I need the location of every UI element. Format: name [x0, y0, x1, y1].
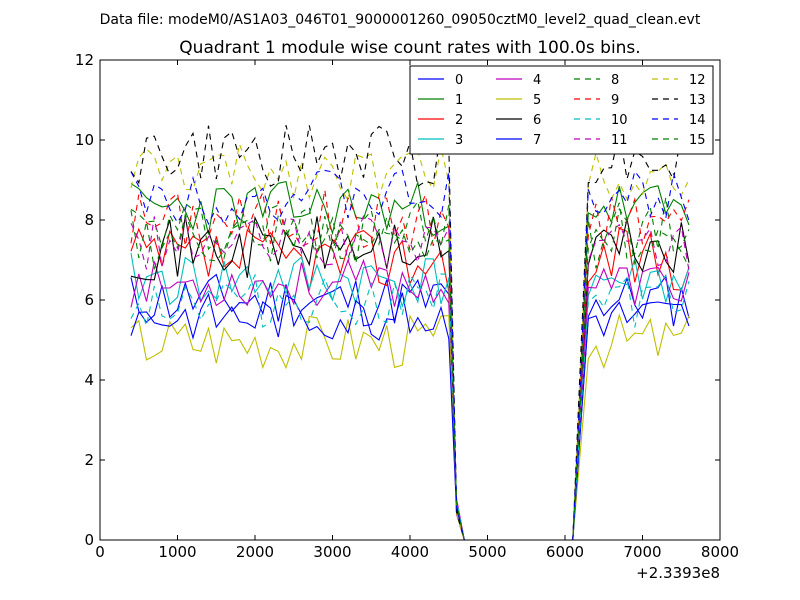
legend-label-10: 10 [611, 113, 628, 128]
x-tick-label: 5000 [468, 543, 506, 561]
x-tick-label: 1000 [158, 543, 196, 561]
series-line-3 [130, 252, 690, 541]
legend-label-6: 6 [533, 113, 541, 128]
legend-label-15: 15 [689, 133, 706, 148]
legend-label-4: 4 [533, 73, 541, 88]
series-line-7 [130, 292, 690, 541]
y-tick-label: 8 [84, 211, 94, 229]
legend-label-8: 8 [611, 73, 619, 88]
series-line-14 [130, 169, 690, 541]
chart-title: Quadrant 1 module wise count rates with … [179, 38, 640, 58]
x-tick-label: 2000 [236, 543, 274, 561]
series-line-9 [130, 189, 690, 541]
legend-label-7: 7 [533, 133, 541, 148]
legend-label-5: 5 [533, 93, 541, 108]
y-tick-label: 2 [84, 451, 94, 469]
series-line-15 [130, 207, 690, 541]
y-tick-label: 0 [84, 531, 94, 549]
legend-label-13: 13 [689, 93, 706, 108]
legend-label-3: 3 [455, 133, 463, 148]
x-tick-label: 4000 [391, 543, 429, 561]
series-line-10 [130, 272, 690, 541]
series-line-2 [130, 227, 690, 541]
x-tick-label: 0 [95, 543, 105, 561]
x-tick-label: 3000 [313, 543, 351, 561]
x-tick-label: 6000 [546, 543, 584, 561]
y-tick-label: 12 [75, 51, 94, 69]
series-line-4 [130, 258, 690, 541]
legend-label-14: 14 [689, 113, 706, 128]
figure-suptitle: Data file: modeM0/AS1A03_046T01_90000012… [100, 12, 701, 28]
y-tick-label: 4 [84, 371, 94, 389]
series-line-12 [130, 142, 690, 541]
y-tick-label: 6 [84, 291, 94, 309]
legend-box [409, 65, 714, 155]
series-line-5 [130, 312, 690, 541]
legend-label-12: 12 [689, 73, 706, 88]
x-tick-label: 7000 [623, 543, 661, 561]
y-tick-label: 10 [75, 131, 94, 149]
legend-label-11: 11 [611, 133, 628, 148]
axis-ticks: 0 1000 2000 3000 4000 5000 6000 7000 80000246810… [75, 51, 739, 561]
series-line-11 [130, 215, 690, 541]
legend-label-0: 0 [455, 73, 463, 88]
legend-label-2: 2 [455, 113, 463, 128]
series-line-0 [130, 273, 690, 541]
x-tick-label: 8000 [701, 543, 739, 561]
legend-label-9: 9 [611, 93, 619, 108]
legend-label-1: 1 [455, 93, 463, 108]
x-offset-label: +2.3393e8 [636, 564, 720, 582]
series-lines [130, 125, 690, 541]
series-line-13 [130, 125, 690, 541]
